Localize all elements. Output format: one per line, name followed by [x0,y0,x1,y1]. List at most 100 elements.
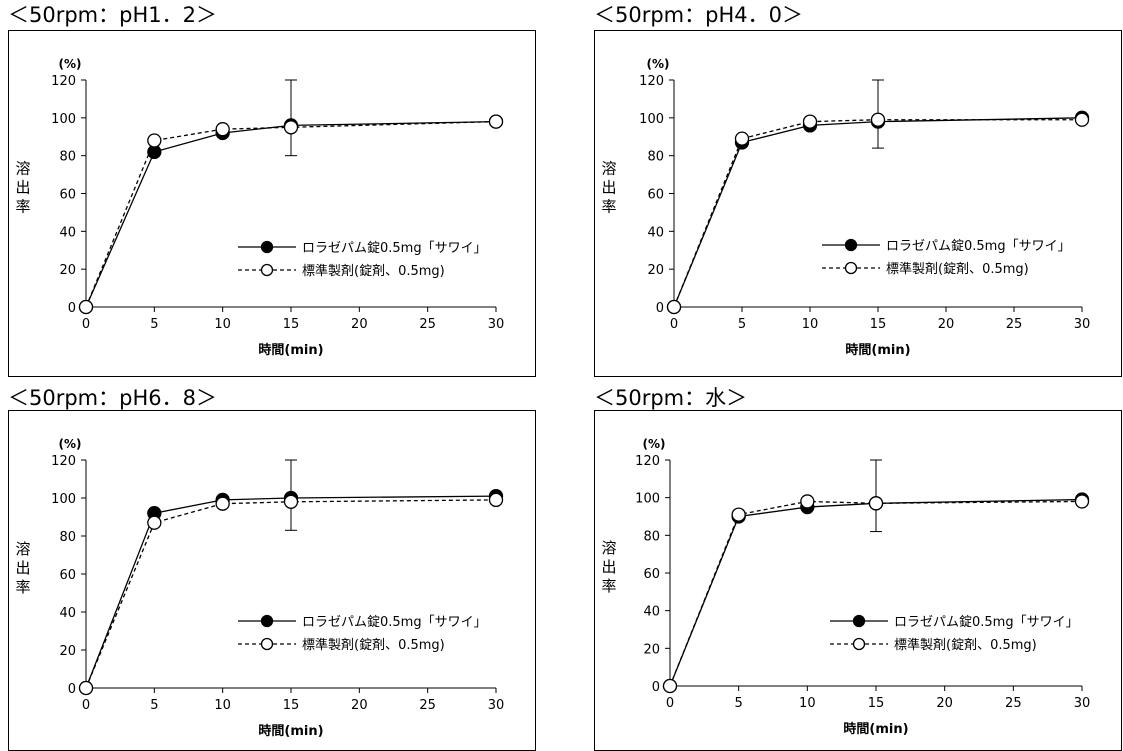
legend-marker [260,614,274,628]
legend-marker [852,614,866,628]
x-axis-label: 時間(min) [258,342,323,358]
y-axis-label-char: 率 [15,578,30,596]
legend-marker [260,240,274,254]
data-point-reference-product [147,515,162,530]
x-tick-label: 25 [1005,696,1022,711]
x-tick-label: 15 [870,317,887,332]
y-tick-label: 120 [635,454,660,469]
legend-marker [852,637,866,651]
legend-marker [260,263,274,277]
y-unit-label: (%) [643,437,666,451]
legend-label: 標準製剤(錠剤、0.5mg) [302,637,445,653]
y-tick-label: 20 [643,642,660,657]
x-tick-label: 5 [150,698,158,713]
x-tick-label: 20 [938,317,955,332]
y-tick-label: 120 [639,74,664,89]
data-point-reference-product [868,496,884,511]
x-tick-label: 30 [1074,317,1091,332]
legend-label: ロラゼパム錠0.5mg「サワイ」 [886,239,1071,254]
y-tick-label: 40 [643,605,660,620]
y-unit-label: (%) [59,437,82,451]
x-tick-label: 25 [1006,317,1023,332]
y-axis-label-char: 率 [15,198,30,216]
x-tick-label: 15 [868,696,885,711]
legend-marker [844,238,858,252]
legend-label: ロラゼパム錠0.5mg「サワイ」 [302,615,487,630]
x-tick-label: 25 [419,317,436,332]
legend-label: 標準製剤(錠剤、0.5mg) [886,261,1029,277]
x-tick-label: 15 [283,698,300,713]
y-axis-label-char: 溶 [15,160,30,178]
x-tick-label: 20 [936,696,953,711]
series-line-reference-product [85,499,497,689]
y-tick-label: 0 [656,301,664,316]
y-tick-label: 60 [647,188,664,203]
data-point-reference-product [870,112,886,127]
y-tick-label: 120 [51,454,76,469]
data-point-reference-product [662,678,678,694]
data-point-reference-product [283,120,299,135]
x-axis-label: 時間(min) [845,342,910,358]
x-tick-label: 30 [488,698,505,713]
series-line-reference-product [85,120,497,308]
panel-title-ph40: ＜50rpm：pH4．0＞ [594,3,803,27]
y-tick-label: 100 [51,492,76,507]
x-axis-label: 時間(min) [843,721,908,737]
y-axis-label-char: 溶 [601,539,616,557]
data-point-reference-product [800,494,815,509]
x-tick-label: 0 [82,317,90,332]
y-axis-label-char: 出 [15,559,30,577]
y-tick-label: 80 [647,150,664,165]
x-tick-label: 10 [802,317,819,332]
y-axis-label-char: 率 [601,198,616,216]
legend-label: ロラゼパム錠0.5mg「サワイ」 [302,241,487,256]
y-tick-label: 100 [51,112,76,127]
x-tick-label: 20 [351,317,368,332]
panel-title-water: ＜50rpm：水＞ [594,386,748,410]
y-tick-label: 60 [59,568,76,583]
y-tick-label: 120 [51,74,76,89]
x-tick-label: 30 [488,317,505,332]
panel-title-ph68: ＜50rpm：pH6．8＞ [8,386,217,410]
data-point-reference-product [488,492,504,508]
legend-marker [844,261,858,275]
data-point-reference-product [215,122,230,137]
x-tick-label: 5 [150,317,158,332]
x-tick-label: 10 [799,696,816,711]
data-point-reference-product [215,496,230,511]
y-tick-label: 60 [643,567,660,582]
data-point-reference-product [1074,494,1090,509]
y-unit-label: (%) [59,57,82,71]
panel-title-ph12: ＜50rpm：pH1．2＞ [8,3,217,27]
x-axis-label: 時間(min) [258,723,323,739]
x-tick-label: 5 [738,317,746,332]
legend-label: 標準製剤(錠剤、0.5mg) [894,637,1037,653]
x-tick-label: 20 [351,698,368,713]
x-tick-label: 0 [670,317,678,332]
y-tick-label: 40 [647,225,664,240]
y-tick-label: 40 [59,225,76,240]
x-tick-label: 30 [1074,696,1091,711]
x-tick-label: 10 [214,698,231,713]
y-tick-label: 80 [59,150,76,165]
data-point-reference-product [147,133,162,148]
y-tick-label: 0 [68,682,76,697]
chart-panel-ph40 [594,30,1122,377]
y-axis-label-char: 出 [601,179,616,197]
y-tick-label: 0 [652,680,660,695]
legend-marker [260,637,274,651]
y-tick-label: 100 [639,112,664,127]
data-point-reference-product [734,131,750,146]
y-axis-label-char: 出 [601,558,616,576]
x-tick-label: 0 [82,698,90,713]
data-point-reference-product [666,299,682,315]
y-tick-label: 20 [59,644,76,659]
y-tick-label: 100 [635,492,660,507]
y-tick-label: 20 [647,263,664,278]
data-point-reference-product [731,507,746,522]
x-tick-label: 5 [735,696,743,711]
x-tick-label: 10 [214,317,231,332]
y-tick-label: 80 [643,529,660,544]
y-tick-label: 60 [59,188,76,203]
